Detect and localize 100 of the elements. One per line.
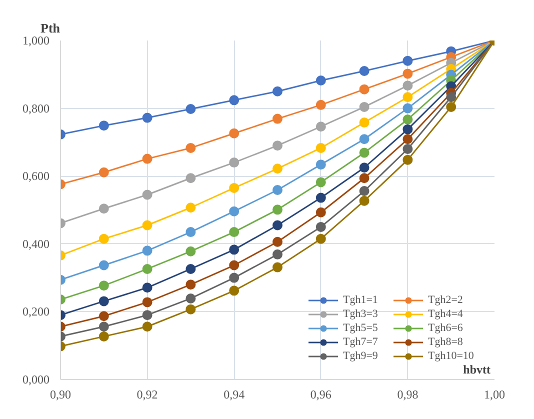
point bbox=[316, 122, 326, 132]
y-tick-label: 0,600 bbox=[22, 169, 50, 184]
x-tick-label: 0,94 bbox=[224, 388, 245, 402]
point bbox=[142, 220, 152, 230]
point bbox=[316, 100, 326, 110]
point bbox=[402, 114, 413, 124]
legend-label: Tgh3=3 bbox=[343, 307, 379, 321]
legend-label: Tgh5=5 bbox=[343, 321, 379, 335]
point bbox=[359, 186, 370, 196]
point bbox=[98, 311, 109, 322]
legend-label: Tgh8=8 bbox=[428, 335, 464, 349]
point bbox=[402, 154, 413, 165]
point bbox=[272, 262, 282, 272]
legend-label: Tgh9=9 bbox=[343, 349, 379, 363]
point bbox=[402, 103, 413, 114]
y-tick-label: 1,000 bbox=[22, 34, 50, 48]
point bbox=[229, 272, 240, 283]
point bbox=[98, 204, 109, 214]
point bbox=[229, 244, 240, 255]
point bbox=[402, 124, 413, 134]
y-axis-title: Pth bbox=[40, 20, 61, 36]
point bbox=[142, 282, 152, 293]
x-tick-label: 0,98 bbox=[397, 388, 418, 402]
point bbox=[359, 162, 370, 173]
x-tick-label: 0,92 bbox=[136, 388, 158, 402]
point bbox=[446, 92, 456, 102]
point bbox=[359, 102, 370, 112]
point bbox=[316, 142, 326, 153]
x-tick-label: 1,00 bbox=[484, 388, 505, 402]
legend-label: Tgh6=6 bbox=[428, 321, 464, 335]
point bbox=[229, 206, 240, 216]
y-tick-label: 0,800 bbox=[22, 101, 50, 116]
point bbox=[272, 236, 282, 247]
point bbox=[186, 104, 196, 114]
point bbox=[272, 140, 282, 151]
point bbox=[98, 322, 109, 332]
x-axis-title: hbvtt bbox=[463, 362, 491, 376]
point bbox=[186, 280, 196, 290]
point bbox=[98, 296, 109, 306]
point bbox=[359, 134, 370, 144]
point bbox=[142, 297, 152, 308]
point bbox=[272, 164, 282, 174]
legend-label: Tgh4=4 bbox=[428, 307, 464, 321]
point bbox=[186, 227, 196, 238]
point bbox=[142, 190, 152, 200]
point bbox=[359, 118, 370, 128]
point bbox=[402, 68, 413, 79]
point bbox=[402, 134, 413, 144]
point bbox=[186, 142, 196, 153]
point bbox=[186, 246, 196, 256]
x-tick-label: 0,96 bbox=[310, 388, 332, 402]
point bbox=[316, 207, 326, 218]
point bbox=[98, 167, 109, 178]
point bbox=[98, 280, 109, 291]
legend-label: Tgh10=10 bbox=[428, 349, 475, 363]
legend-label: Tgh1=1 bbox=[343, 293, 379, 307]
point bbox=[229, 182, 240, 193]
y-tick-label: 0,400 bbox=[22, 236, 50, 251]
point bbox=[229, 95, 240, 106]
point bbox=[98, 120, 109, 131]
point bbox=[359, 148, 370, 158]
point bbox=[229, 128, 240, 138]
point bbox=[402, 56, 413, 66]
point bbox=[316, 234, 326, 244]
point bbox=[359, 173, 370, 184]
point bbox=[229, 260, 240, 270]
point bbox=[98, 331, 109, 342]
point bbox=[229, 227, 240, 238]
point bbox=[316, 192, 326, 203]
point bbox=[272, 249, 282, 260]
point bbox=[229, 158, 240, 168]
point bbox=[316, 177, 326, 188]
point bbox=[272, 185, 282, 195]
point bbox=[142, 112, 152, 123]
point bbox=[142, 154, 152, 164]
point bbox=[272, 86, 282, 96]
point bbox=[316, 76, 326, 86]
point bbox=[142, 322, 152, 332]
point bbox=[142, 310, 152, 320]
point bbox=[272, 114, 282, 124]
point bbox=[186, 173, 196, 184]
point bbox=[186, 264, 196, 274]
y-tick-label: 0,000 bbox=[22, 372, 50, 386]
point bbox=[316, 160, 326, 170]
point bbox=[142, 264, 152, 274]
point bbox=[446, 102, 456, 112]
point bbox=[402, 80, 413, 91]
y-tick-label: 0,200 bbox=[22, 304, 50, 319]
point bbox=[272, 220, 282, 230]
point bbox=[229, 286, 240, 296]
point bbox=[359, 196, 370, 206]
point bbox=[186, 202, 196, 213]
x-tick-label: 0,90 bbox=[50, 388, 71, 402]
point bbox=[186, 304, 196, 314]
point bbox=[359, 84, 370, 94]
point bbox=[402, 92, 413, 102]
point bbox=[98, 260, 109, 270]
point bbox=[142, 246, 152, 256]
legend-label: Tgh7=7 bbox=[343, 335, 379, 349]
legend-label: Tgh2=2 bbox=[428, 293, 464, 307]
